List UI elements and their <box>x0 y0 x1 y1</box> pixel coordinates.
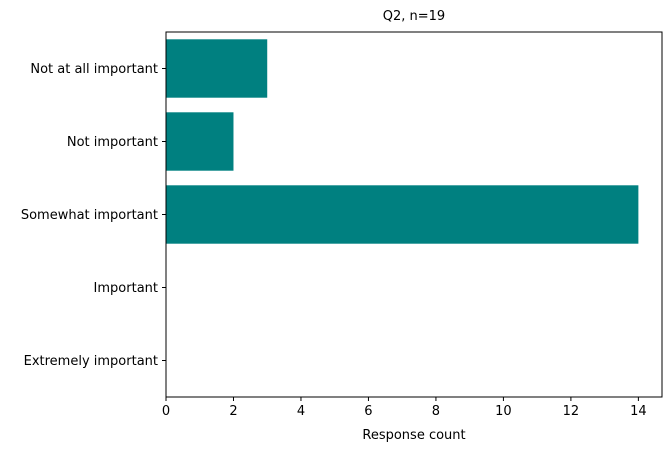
bar-not-important <box>166 112 234 171</box>
y-axis-ticks: Not at all important Not important Somewha… <box>21 62 166 369</box>
x-tick-label: 6 <box>364 404 372 419</box>
x-tick-label: 0 <box>162 404 170 419</box>
bar-somewhat-important <box>166 185 639 244</box>
x-axis-ticks: 0 2 4 6 8 10 12 14 <box>162 397 647 419</box>
y-tick-label: Not at all important <box>30 62 158 77</box>
x-axis-title: Response count <box>362 428 465 443</box>
x-tick-label: 10 <box>495 404 512 419</box>
y-tick-label: Important <box>94 281 158 296</box>
x-tick-label: 14 <box>630 404 647 419</box>
bar-not-at-all-important <box>166 39 268 98</box>
y-tick-label: Not important <box>67 135 158 150</box>
y-tick-label: Extremely important <box>24 354 158 369</box>
x-tick-label: 2 <box>229 404 237 419</box>
y-tick-label: Somewhat important <box>21 208 158 223</box>
x-tick-label: 4 <box>297 404 305 419</box>
chart-title: Q2, n=19 <box>383 9 445 24</box>
bars-group <box>166 39 639 244</box>
x-tick-label: 8 <box>432 404 440 419</box>
x-tick-label: 12 <box>563 404 580 419</box>
